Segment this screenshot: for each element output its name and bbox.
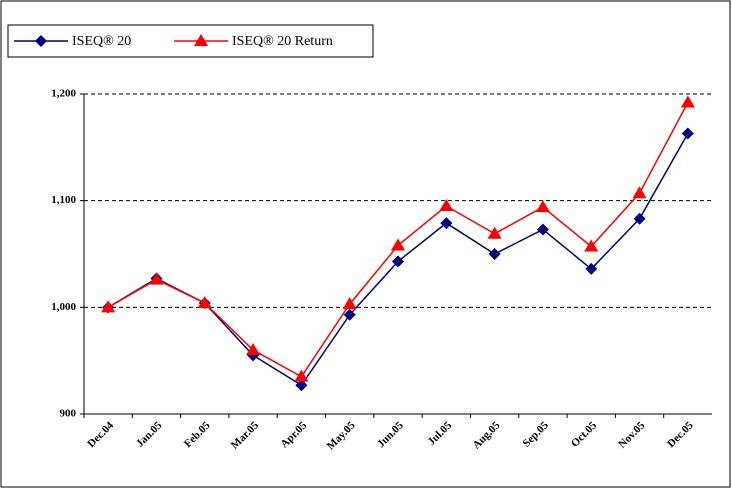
diamond-marker — [488, 248, 501, 260]
diamond-marker — [392, 255, 404, 268]
triangle-marker — [342, 297, 357, 310]
legend-label: ISEQ® 20 — [72, 34, 131, 49]
triangle-marker — [487, 226, 502, 239]
diamond-marker — [681, 127, 694, 140]
triangle-marker — [149, 272, 164, 285]
y-tick-label: 900 — [60, 408, 77, 420]
legend-label: ISEQ® 20 Return — [232, 34, 333, 49]
diamond-marker — [536, 223, 549, 236]
y-tick-label: 1,000 — [51, 301, 76, 313]
triangle-marker — [194, 34, 208, 46]
y-tick-label: 1,100 — [51, 194, 76, 206]
diamond-marker — [440, 217, 453, 230]
triangle-marker — [391, 238, 405, 251]
triangle-marker — [439, 199, 454, 211]
triangle-marker — [294, 369, 309, 382]
triangle-marker — [101, 300, 116, 313]
triangle-marker — [632, 186, 647, 199]
diamond-marker — [295, 379, 308, 392]
y-tick-label: 1,200 — [51, 88, 76, 100]
triangle-marker — [197, 296, 212, 309]
triangle-marker — [680, 95, 695, 108]
diamond-marker — [35, 35, 47, 47]
diamond-marker — [343, 308, 356, 321]
triangle-marker — [535, 200, 550, 213]
triangle-marker — [584, 239, 599, 252]
triangle-marker — [246, 343, 261, 355]
diamond-marker — [633, 212, 646, 225]
diamond-marker — [585, 262, 598, 275]
